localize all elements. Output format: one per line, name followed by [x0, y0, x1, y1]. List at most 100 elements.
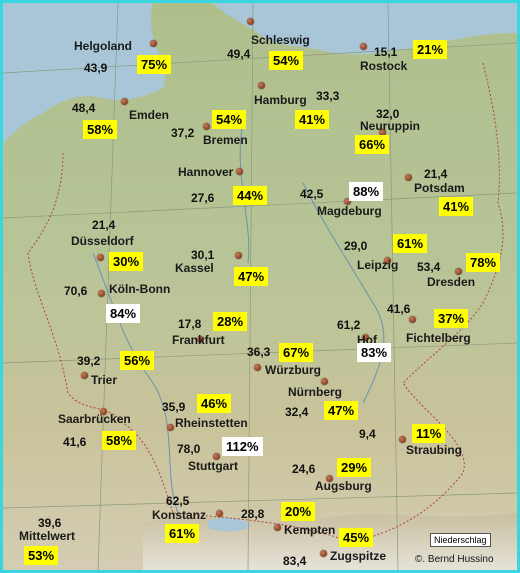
hannover-value: 27,6	[191, 191, 215, 205]
neuruppin-marker	[379, 129, 386, 136]
augsburg-percent-badge: 29%	[337, 458, 372, 477]
magdeburg-marker	[344, 198, 351, 205]
rheinstetten-percent-badge: 46%	[197, 394, 232, 413]
saarbruecken-label: Saarbrücken	[58, 412, 131, 426]
hof-percent-badge: 83%	[357, 343, 392, 362]
kassel-value: 30,1	[191, 248, 215, 262]
neuruppin-label: Neuruppin	[360, 119, 420, 133]
trier-percent-badge: 56%	[120, 351, 155, 370]
copyright-text: ©. Bernd Hussino	[415, 554, 494, 565]
rostock-value: 15,1	[374, 45, 398, 59]
leipzig-percent-badge: 61%	[393, 234, 428, 253]
straubing-value: 9,4	[359, 427, 376, 441]
bremen-label: Bremen	[203, 133, 248, 147]
hamburg-percent-badge: 41%	[295, 110, 330, 129]
zugspitze-marker	[320, 550, 327, 557]
relief-map	[3, 3, 517, 570]
frankfurt-percent-badge: 28%	[213, 312, 248, 331]
leipzig-value: 29,0	[344, 239, 368, 253]
bremen-marker	[203, 123, 210, 130]
straubing-marker	[399, 436, 406, 443]
augsburg-marker	[326, 475, 333, 482]
konstanz-label: Konstanz	[152, 508, 206, 522]
wuerzburg-label: Würzburg	[265, 363, 321, 377]
koeln-marker	[98, 290, 105, 297]
duesseldorf-percent-badge: 30%	[109, 252, 144, 271]
leipzig-marker	[384, 257, 391, 264]
kempten-percent-badge: 20%	[281, 502, 316, 521]
helgoland-value: 43,9	[84, 61, 108, 75]
emden-label: Emden	[129, 108, 170, 122]
kempten-label: Kempten	[284, 523, 336, 537]
kassel-percent-badge: 47%	[234, 267, 269, 286]
potsdam-marker	[405, 174, 412, 181]
rheinstetten-label: Rheinstetten	[175, 416, 248, 430]
saarbruecken-percent-badge: 58%	[102, 431, 137, 450]
magdeburg-label: Magdeburg	[317, 204, 382, 218]
koeln-label: Köln-Bonn	[109, 282, 171, 296]
fichtelberg-label: Fichtelberg	[406, 331, 471, 345]
augsburg-value: 24,6	[292, 462, 316, 476]
rostock-label: Rostock	[360, 59, 408, 73]
nuernberg-marker	[321, 378, 328, 385]
zugspitze-label: Zugspitze	[330, 549, 386, 563]
emden-marker	[121, 98, 128, 105]
konstanz-value: 62,5	[166, 494, 190, 508]
emden-value: 48,4	[72, 101, 96, 115]
kempten-value: 28,8	[241, 507, 265, 521]
hamburg-value: 33,3	[316, 89, 340, 103]
schleswig-percent-badge: 54%	[269, 51, 304, 70]
zugspitze-value: 83,4	[283, 554, 307, 568]
nuernberg-percent-badge: 47%	[324, 401, 359, 420]
kassel-label: Kassel	[175, 261, 214, 275]
koeln-percent-badge: 84%	[106, 304, 141, 323]
schleswig-label: Schleswig	[251, 33, 310, 47]
konstanz-marker	[216, 510, 223, 517]
hof-marker	[362, 334, 369, 341]
bremen-value: 37,2	[171, 126, 195, 140]
duesseldorf-label: Düsseldorf	[71, 234, 134, 248]
mittelwert-percent-badge: 53%	[24, 546, 59, 565]
land-area	[3, 3, 517, 570]
wuerzburg-percent-badge: 67%	[279, 343, 314, 362]
stuttgart-value: 78,0	[177, 442, 201, 456]
mittelwert-label: Mittelwert	[19, 529, 76, 543]
rheinstetten-value: 35,9	[162, 400, 186, 414]
duesseldorf-marker	[97, 254, 104, 261]
trier-label: Trier	[91, 373, 118, 387]
koeln-value: 70,6	[64, 284, 88, 298]
frankfurt-label: Frankfurt	[172, 333, 225, 347]
kassel-marker	[235, 252, 242, 259]
rostock-marker	[360, 43, 367, 50]
schleswig-marker	[247, 18, 254, 25]
saarbruecken-marker	[100, 408, 107, 415]
fichtelberg-percent-badge: 37%	[434, 309, 469, 328]
hamburg-marker	[258, 82, 265, 89]
frankfurt-marker	[197, 336, 204, 343]
konstanz-percent-badge: 61%	[165, 524, 200, 543]
dresden-label: Dresden	[427, 275, 476, 289]
leipzig-label: Leipzig	[357, 258, 399, 272]
magdeburg-value: 42,5	[300, 187, 324, 201]
potsdam-percent-badge: 41%	[439, 197, 474, 216]
schleswig-value: 49,4	[227, 47, 251, 61]
straubing-percent-badge: 11%	[412, 424, 446, 443]
wuerzburg-marker	[254, 364, 261, 371]
potsdam-label: Potsdam	[414, 181, 465, 195]
fichtelberg-marker	[409, 316, 416, 323]
helgoland-marker	[150, 40, 157, 47]
augsburg-label: Augsburg	[315, 479, 372, 493]
bremen-percent-badge: 54%	[212, 110, 247, 129]
dresden-percent-badge: 78%	[466, 253, 501, 272]
hannover-marker	[236, 168, 243, 175]
hof-value: 61,2	[337, 318, 361, 332]
rheinstetten-marker	[167, 424, 174, 431]
hannover-percent-badge: 44%	[233, 186, 268, 205]
magdeburg-percent-badge: 88%	[349, 182, 384, 201]
emden-percent-badge: 58%	[83, 120, 118, 139]
neuruppin-percent-badge: 66%	[355, 135, 390, 154]
lake-constance	[208, 517, 251, 532]
helgoland-label: Helgoland	[74, 39, 133, 53]
kempten-marker	[274, 524, 281, 531]
